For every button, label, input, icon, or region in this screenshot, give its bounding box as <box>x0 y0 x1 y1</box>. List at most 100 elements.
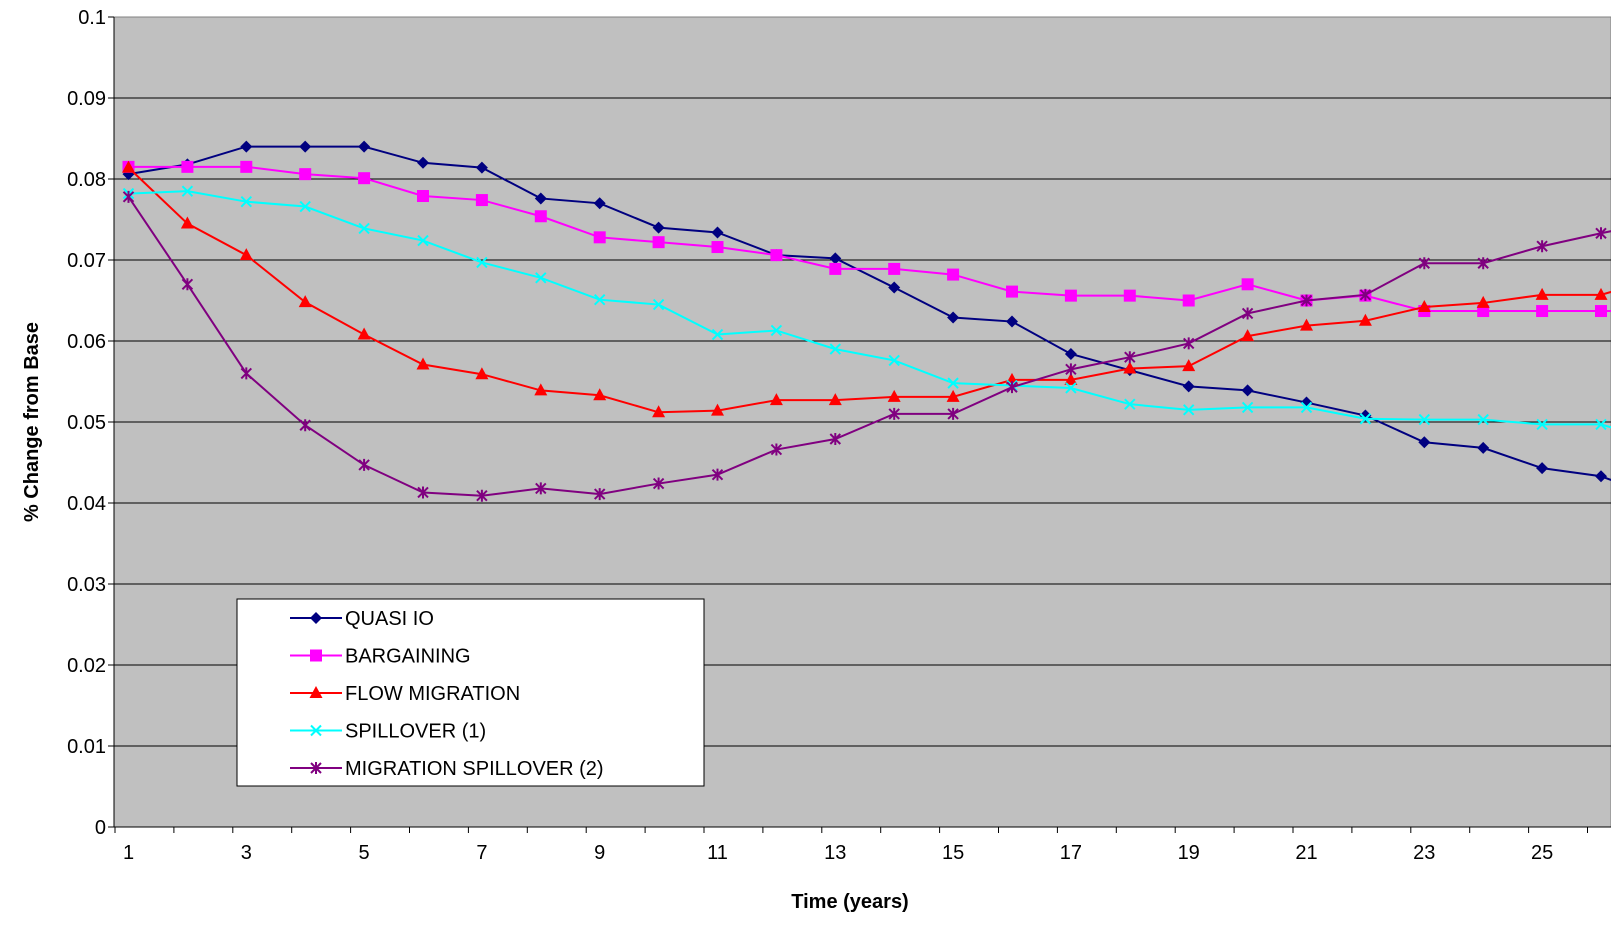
data-point <box>1064 372 1078 385</box>
data-point <box>1595 470 1607 483</box>
data-point <box>299 168 312 181</box>
x-tick-label: 17 <box>1060 842 1082 864</box>
data-point <box>1241 278 1254 291</box>
y-tick-label: 0 <box>95 817 106 839</box>
data-point <box>1006 285 1018 298</box>
data-point <box>310 612 322 624</box>
data-point <box>309 686 323 698</box>
data-point <box>1477 305 1490 318</box>
data-point <box>947 377 959 389</box>
data-point <box>947 407 959 420</box>
series-line <box>128 165 1611 313</box>
data-point <box>1300 401 1313 414</box>
data-point <box>310 649 322 662</box>
data-point <box>711 226 724 239</box>
x-tick-label: 15 <box>942 842 964 864</box>
data-point <box>240 160 253 173</box>
x-axis-title: Time (years) <box>791 891 908 913</box>
data-point <box>1418 413 1431 426</box>
legend: QUASI IO BARGAINING FLOW MIGRATION SPILLOVE… <box>236 598 705 787</box>
x-tick-label: 5 <box>359 842 370 864</box>
data-point <box>416 357 430 370</box>
series-line <box>128 145 1611 482</box>
data-point <box>1535 287 1549 300</box>
legend-entry: QUASI IO <box>290 608 434 630</box>
data-point <box>652 298 665 311</box>
data-point <box>181 278 194 291</box>
x-tick-label: 25 <box>1531 842 1553 864</box>
x-tick-label: 19 <box>1178 842 1200 864</box>
data-point <box>476 256 488 269</box>
data-point <box>887 389 901 402</box>
data-point <box>1124 398 1136 410</box>
data-point <box>358 172 371 185</box>
data-point <box>358 140 371 153</box>
data-point <box>770 324 783 337</box>
data-point <box>534 210 547 223</box>
y-tick-label: 0.02 <box>67 655 106 677</box>
legend-entry: BARGAINING <box>290 646 471 668</box>
legend-entry: SPILLOVER (1) <box>290 721 486 743</box>
data-point <box>1241 384 1254 397</box>
x-tick-label: 23 <box>1413 842 1435 864</box>
data-point <box>1595 418 1607 431</box>
data-point <box>1065 363 1077 376</box>
data-point <box>181 160 194 173</box>
data-point <box>299 200 311 213</box>
data-point <box>888 281 901 294</box>
data-point <box>475 367 489 380</box>
x-tick-label: 1 <box>123 842 134 864</box>
data-point <box>534 383 548 396</box>
data-point <box>358 222 370 235</box>
y-axis-ticks: 0 0.01 0.02 0.03 0.04 0.05 0.06 0.07 0.08 0.09 0.1 <box>67 7 114 839</box>
data-point <box>535 272 547 284</box>
x-tick-label: 13 <box>824 842 846 864</box>
data-point <box>535 482 547 495</box>
data-point <box>1418 257 1431 270</box>
y-tick-label: 0.07 <box>67 250 106 272</box>
data-point <box>1300 294 1313 307</box>
data-point <box>593 293 606 306</box>
data-point <box>1006 315 1018 328</box>
data-point <box>829 343 842 355</box>
data-point <box>240 195 253 208</box>
series-migration-spillover-2 <box>122 190 1611 502</box>
legend-label: BARGAINING <box>345 646 471 668</box>
y-tick-label: 0.01 <box>67 736 106 758</box>
data-point <box>299 419 311 432</box>
data-point <box>1417 299 1431 312</box>
data-point <box>1300 318 1313 331</box>
y-tick-label: 0.06 <box>67 331 106 353</box>
data-point <box>593 197 606 210</box>
data-point <box>1359 288 1372 301</box>
y-tick-label: 0.04 <box>67 493 106 515</box>
data-point <box>1418 436 1431 449</box>
data-point <box>1477 441 1490 454</box>
data-point <box>1241 329 1255 342</box>
legend-label: MIGRATION SPILLOVER (2) <box>345 758 604 780</box>
data-point <box>652 405 666 418</box>
data-point <box>888 262 901 275</box>
data-point <box>417 486 429 499</box>
y-tick-label: 0.09 <box>67 88 106 110</box>
data-point <box>1182 359 1196 372</box>
data-point <box>1359 413 1372 425</box>
data-point <box>240 367 253 380</box>
series-group <box>122 140 1611 502</box>
data-point <box>947 268 960 281</box>
data-point <box>652 236 665 249</box>
data-point <box>1477 413 1489 426</box>
data-point <box>240 140 253 153</box>
data-point <box>1182 337 1195 350</box>
series-line <box>128 190 1611 429</box>
data-point <box>770 443 783 456</box>
data-point <box>828 393 842 406</box>
data-point <box>417 234 429 247</box>
data-point <box>652 477 665 490</box>
data-point <box>1182 404 1195 416</box>
data-point <box>829 433 842 446</box>
data-point <box>1241 401 1254 414</box>
x-tick-label: 21 <box>1295 842 1317 864</box>
data-point <box>946 389 960 402</box>
